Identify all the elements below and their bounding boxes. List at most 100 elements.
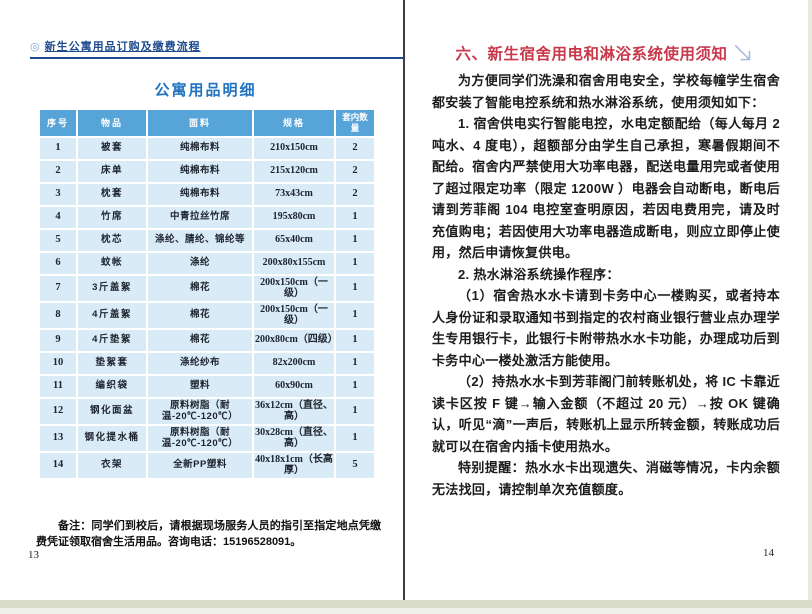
- cell-item: 3斤盖絮: [78, 276, 146, 301]
- cell-item: 衣架: [78, 453, 146, 478]
- col-header-qty: 套内数量: [336, 110, 374, 136]
- cell-spec: 30x28cm（直径、高）: [254, 426, 334, 451]
- cell-spec: 200x150cm（一级）: [254, 303, 334, 328]
- cell-item: 4斤盖絮: [78, 303, 146, 328]
- cell-qty: 1: [336, 353, 374, 374]
- cell-qty: 1: [336, 303, 374, 328]
- col-header-no: 序号: [40, 110, 76, 136]
- cell-qty: 1: [336, 207, 374, 228]
- cell-item: 蚊帐: [78, 253, 146, 274]
- cell-qty: 2: [336, 184, 374, 205]
- paragraph: 为方便同学们洗澡和宿舍用电安全，学校每幢学生宿舍都安装了智能电控系统和热水淋浴系…: [432, 73, 780, 110]
- table-row: 6 蚊帐 涤纶 200x80x155cm 1: [40, 253, 374, 274]
- cell-qty: 1: [336, 399, 374, 424]
- cell-no: 14: [40, 453, 76, 478]
- cell-no: 9: [40, 330, 76, 351]
- cell-no: 11: [40, 376, 76, 397]
- cell-no: 1: [40, 138, 76, 159]
- table-row: 10 垫絮套 涤纶纱布 82x200cm 1: [40, 353, 374, 374]
- page-left: ◎ 新生公寓用品订购及缴费流程 公寓用品明细 序号 物品 面料 规格 套内数量 1…: [8, 0, 403, 600]
- scan-edge-bottom: [0, 600, 812, 608]
- page-right: 六、新生宿舍用电和淋浴系统使用须知 为方便同学们洗澡和宿舍用电安全，学校每幢学生…: [406, 0, 804, 600]
- paragraph: 1. 宿舍供电实行智能电控，水电定额配给（每人每月 2 吨水、4 度电），超额部…: [432, 116, 780, 260]
- cell-no: 3: [40, 184, 76, 205]
- table-row: 14 衣架 全新PP塑料 40x18x1cm（长高厚） 5: [40, 453, 374, 478]
- page-number-left: 13: [28, 549, 39, 561]
- table-row: 4 竹席 中青拉丝竹席 195x80cm 1: [40, 207, 374, 228]
- paragraph: （2）持热水水卡到芳菲阁门前转账机处，将 IC 卡靠近读卡区按 F 键→输入金额…: [432, 374, 780, 454]
- cell-qty: 1: [336, 330, 374, 351]
- cell-spec: 200x150cm（一级）: [254, 276, 334, 301]
- running-header-label: 新生公寓用品订购及缴费流程: [44, 41, 201, 53]
- scan-edge-bottom-lower: [0, 608, 812, 614]
- cell-qty: 1: [336, 230, 374, 251]
- cell-qty: 1: [336, 253, 374, 274]
- double-circle-icon: ◎: [30, 41, 41, 53]
- page-number-right: 14: [763, 547, 774, 559]
- cell-fabric: 棉花: [148, 303, 252, 328]
- cell-item: 竹席: [78, 207, 146, 228]
- cell-spec: 200x80x155cm: [254, 253, 334, 274]
- table-row: 5 枕芯 涤纶、腈纶、锦纶等 65x40cm 1: [40, 230, 374, 251]
- cell-item: 枕套: [78, 184, 146, 205]
- cell-item: 垫絮套: [78, 353, 146, 374]
- book-spine: [403, 0, 405, 600]
- cell-spec: 65x40cm: [254, 230, 334, 251]
- section-heading-row: 六、新生宿舍用电和淋浴系统使用须知: [406, 42, 804, 64]
- paragraph: 特别提醒：热水水卡出现遗失、消磁等情况，卡内余额无法找回，请控制单次充值额度。: [432, 460, 780, 497]
- cell-no: 12: [40, 399, 76, 424]
- cell-no: 13: [40, 426, 76, 451]
- cell-fabric: 纯棉布料: [148, 161, 252, 182]
- cell-no: 2: [40, 161, 76, 182]
- col-header-spec: 规格: [254, 110, 334, 136]
- cell-spec: 215x120cm: [254, 161, 334, 182]
- table-row: 9 4斤垫絮 棉花 200x80cm（四级） 1: [40, 330, 374, 351]
- cell-spec: 200x80cm（四级）: [254, 330, 338, 351]
- table-row: 2 床单 纯棉布料 215x120cm 2: [40, 161, 374, 182]
- cell-item: 枕芯: [78, 230, 146, 251]
- cell-fabric: 涤纶: [148, 253, 252, 274]
- cell-fabric: 中青拉丝竹席: [148, 207, 252, 228]
- table-row: 8 4斤盖絮 棉花 200x150cm（一级） 1: [40, 303, 374, 328]
- cell-no: 5: [40, 230, 76, 251]
- paragraph: （1）宿舍热水水卡请到卡务中心一楼购买，或者持本人身份证和录取通知书到指定的农村…: [432, 288, 780, 368]
- table-row: 12 钢化面盆 原料树脂（耐温-20℃-120℃） 36x12cm（直径、高） …: [40, 399, 374, 424]
- cell-item: 钢化提水桶: [78, 426, 146, 451]
- cell-fabric: 涤纶、腈纶、锦纶等: [148, 230, 252, 251]
- cell-fabric: 原料树脂（耐温-20℃-120℃）: [148, 426, 252, 451]
- cell-fabric: 塑料: [148, 376, 252, 397]
- cell-item: 钢化面盆: [78, 399, 146, 424]
- cell-no: 6: [40, 253, 76, 274]
- cell-item: 4斤垫絮: [78, 330, 146, 351]
- table-header-row: 序号 物品 面料 规格 套内数量: [40, 110, 374, 136]
- section-heading: 六、新生宿舍用电和淋浴系统使用须知: [455, 46, 728, 63]
- cell-spec: 40x18x1cm（长高厚）: [254, 453, 334, 478]
- cell-qty: 2: [336, 138, 374, 159]
- cell-spec: 210x150cm: [254, 138, 334, 159]
- body-text: 为方便同学们洗澡和宿舍用电安全，学校每幢学生宿舍都安装了智能电控系统和热水淋浴系…: [432, 70, 780, 500]
- running-header: ◎ 新生公寓用品订购及缴费流程: [30, 38, 403, 59]
- cell-no: 7: [40, 276, 76, 301]
- cell-spec: 60x90cm: [254, 376, 334, 397]
- cell-spec: 73x43cm: [254, 184, 334, 205]
- cell-fabric: 纯棉布料: [148, 184, 252, 205]
- cell-qty: 1: [336, 426, 374, 451]
- cell-fabric: 棉花: [148, 276, 252, 301]
- col-header-fabric: 面料: [148, 110, 252, 136]
- scan-edge-right: [808, 0, 812, 600]
- table-row: 7 3斤盖絮 棉花 200x150cm（一级） 1: [40, 276, 374, 301]
- diagonal-arrow-down-right-icon: [734, 44, 750, 61]
- cell-item: 被套: [78, 138, 146, 159]
- cell-qty: 1: [336, 376, 374, 397]
- cell-item: 床单: [78, 161, 146, 182]
- cell-spec: 36x12cm（直径、高）: [254, 399, 334, 424]
- cell-qty: 1: [336, 276, 374, 301]
- table-row: 13 钢化提水桶 原料树脂（耐温-20℃-120℃） 30x28cm（直径、高）…: [40, 426, 374, 451]
- cell-fabric: 纯棉布料: [148, 138, 252, 159]
- table-row: 11 编织袋 塑料 60x90cm 1: [40, 376, 374, 397]
- cell-fabric: 涤纶纱布: [148, 353, 252, 374]
- cell-spec: 82x200cm: [254, 353, 334, 374]
- table-row: 3 枕套 纯棉布料 73x43cm 2: [40, 184, 374, 205]
- cell-spec: 195x80cm: [254, 207, 334, 228]
